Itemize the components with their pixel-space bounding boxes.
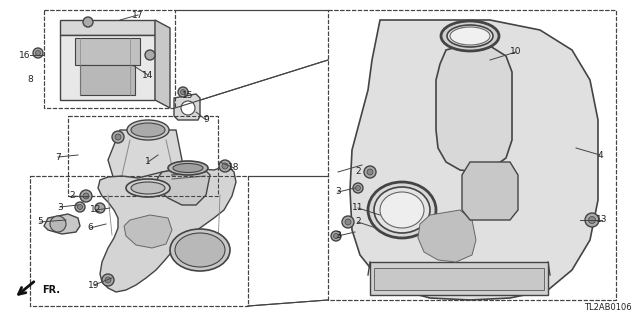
- Circle shape: [102, 274, 114, 286]
- Circle shape: [180, 90, 186, 94]
- Polygon shape: [60, 35, 155, 100]
- Circle shape: [112, 131, 124, 143]
- Circle shape: [33, 48, 43, 58]
- Ellipse shape: [168, 161, 208, 175]
- Text: FR.: FR.: [42, 285, 60, 295]
- Text: 2: 2: [355, 167, 361, 177]
- Ellipse shape: [447, 25, 493, 47]
- Circle shape: [80, 190, 92, 202]
- Bar: [68, 116, 218, 196]
- Ellipse shape: [175, 233, 225, 267]
- Ellipse shape: [181, 101, 195, 115]
- Circle shape: [367, 169, 373, 175]
- Text: 2: 2: [355, 218, 361, 227]
- Text: 15: 15: [182, 92, 194, 100]
- Ellipse shape: [380, 192, 424, 228]
- Text: 14: 14: [142, 70, 154, 79]
- Bar: [68, 116, 218, 196]
- Bar: [44, 10, 175, 108]
- Circle shape: [50, 216, 66, 232]
- Polygon shape: [418, 210, 476, 262]
- Text: 10: 10: [510, 47, 522, 57]
- Polygon shape: [155, 165, 210, 205]
- Text: 11: 11: [352, 204, 364, 212]
- Circle shape: [585, 213, 599, 227]
- Circle shape: [333, 234, 339, 238]
- Circle shape: [115, 134, 121, 140]
- Circle shape: [83, 17, 93, 27]
- Circle shape: [364, 166, 376, 178]
- Bar: [44, 10, 175, 108]
- Circle shape: [105, 277, 111, 283]
- Text: 12: 12: [90, 205, 102, 214]
- Text: 17: 17: [132, 11, 144, 20]
- Bar: [30, 176, 248, 306]
- Polygon shape: [108, 130, 182, 192]
- Circle shape: [345, 219, 351, 225]
- Text: 6: 6: [87, 223, 93, 233]
- Circle shape: [95, 203, 105, 213]
- Text: 4: 4: [597, 150, 603, 159]
- Polygon shape: [462, 162, 518, 220]
- Polygon shape: [44, 214, 80, 234]
- Circle shape: [77, 204, 83, 210]
- Text: 1: 1: [145, 157, 151, 166]
- Ellipse shape: [131, 182, 165, 194]
- Text: 7: 7: [55, 153, 61, 162]
- Polygon shape: [374, 268, 544, 290]
- Circle shape: [342, 216, 354, 228]
- Text: 9: 9: [203, 116, 209, 124]
- Text: 19: 19: [88, 281, 100, 290]
- Text: 18: 18: [228, 164, 240, 172]
- Ellipse shape: [441, 21, 499, 51]
- Ellipse shape: [374, 187, 430, 233]
- Text: 3: 3: [335, 188, 341, 196]
- Text: 16: 16: [19, 51, 31, 60]
- Circle shape: [589, 217, 595, 223]
- Circle shape: [222, 163, 228, 169]
- Circle shape: [355, 186, 360, 190]
- Circle shape: [35, 51, 40, 55]
- Bar: [30, 176, 248, 306]
- Circle shape: [219, 160, 231, 172]
- Circle shape: [178, 87, 188, 97]
- Text: 13: 13: [596, 215, 608, 225]
- Polygon shape: [460, 88, 482, 112]
- Circle shape: [331, 231, 341, 241]
- Text: 8: 8: [27, 76, 33, 84]
- Text: 2: 2: [69, 191, 75, 201]
- Polygon shape: [75, 38, 140, 65]
- Text: 5: 5: [37, 218, 43, 227]
- Polygon shape: [174, 94, 200, 120]
- Bar: [328, 10, 616, 300]
- Polygon shape: [80, 65, 135, 95]
- Polygon shape: [350, 20, 598, 300]
- Circle shape: [83, 193, 89, 199]
- Bar: [328, 10, 616, 300]
- Polygon shape: [370, 262, 548, 295]
- Polygon shape: [98, 166, 236, 292]
- Ellipse shape: [126, 179, 170, 197]
- Circle shape: [75, 202, 85, 212]
- Circle shape: [145, 50, 155, 60]
- Circle shape: [353, 183, 363, 193]
- Text: 3: 3: [57, 203, 63, 212]
- Polygon shape: [155, 20, 170, 108]
- Ellipse shape: [131, 123, 165, 137]
- Polygon shape: [124, 215, 172, 248]
- Polygon shape: [60, 20, 155, 35]
- Ellipse shape: [450, 27, 490, 45]
- Ellipse shape: [368, 182, 436, 238]
- Ellipse shape: [173, 164, 203, 172]
- Text: 3: 3: [335, 231, 341, 241]
- Ellipse shape: [127, 120, 169, 140]
- Ellipse shape: [170, 229, 230, 271]
- Text: TL2AB0106: TL2AB0106: [584, 303, 632, 312]
- Polygon shape: [436, 44, 512, 172]
